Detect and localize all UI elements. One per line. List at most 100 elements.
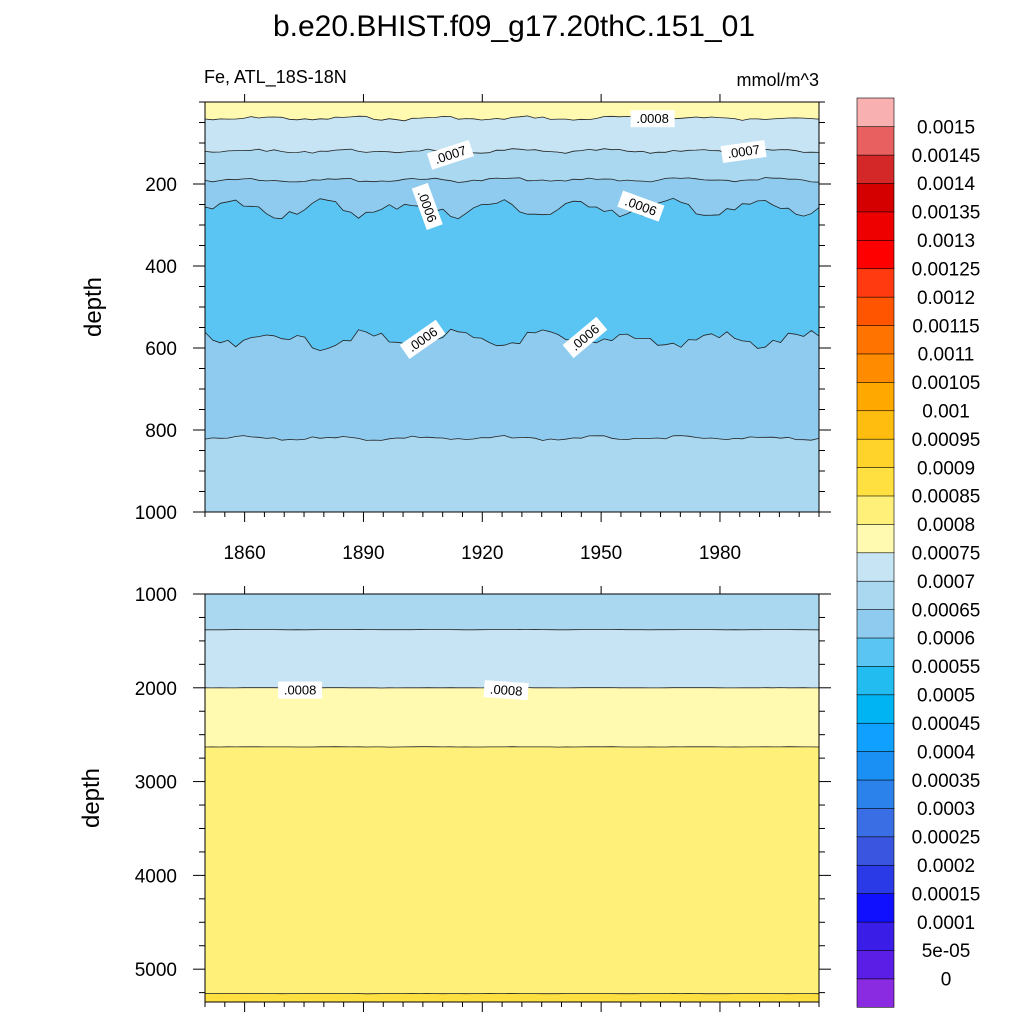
- y-tick-label: 1000: [135, 585, 177, 606]
- chart-title: b.e20.BHIST.f09_g17.20thC.151_01: [273, 10, 755, 43]
- colorbar-box: [856, 410, 895, 440]
- x-tick-label: 1950: [580, 543, 622, 564]
- contour-band: [205, 329, 819, 441]
- colorbar-label: 0.0003: [917, 799, 975, 820]
- colorbar-box: [856, 154, 895, 184]
- colorbar-label: 0.0015: [917, 117, 975, 138]
- colorbar-label: 0.0006: [917, 629, 975, 650]
- contour-label-bg: [278, 681, 323, 699]
- y-tick-label: 600: [145, 339, 177, 360]
- contour-band: [205, 594, 819, 630]
- colorbar-box: [856, 836, 895, 866]
- y-tick-label: 5000: [135, 960, 177, 981]
- contour-label-bg: [630, 110, 675, 128]
- contour-band: [205, 629, 819, 688]
- colorbar-label: 0.00105: [912, 373, 981, 394]
- colorbar-label: 0.0005: [917, 686, 975, 707]
- y-axis-label: depth: [78, 768, 105, 828]
- colorbar-box: [856, 552, 895, 582]
- colorbar-label: 0.0004: [917, 742, 976, 763]
- contour-band: [205, 198, 819, 351]
- contour-band: [205, 177, 819, 219]
- contour-label-bg: [426, 139, 474, 170]
- colorbar-box: [856, 751, 895, 781]
- colorbar-label: 0.00045: [912, 714, 981, 735]
- colorbar-box: [856, 211, 895, 241]
- units-label: mmol/m^3: [737, 70, 819, 90]
- lower-panel: .0008 .0008 1000 2000 3000 4000 5000 depth: [78, 585, 831, 1012]
- contour-line: [205, 435, 819, 441]
- contour-band: [205, 687, 819, 748]
- colorbar-label: 0.00135: [912, 203, 981, 224]
- colorbar-box: [856, 495, 895, 525]
- colorbar-box: [856, 324, 895, 355]
- colorbar-label: 0.0011: [918, 345, 975, 366]
- contour-band: [205, 993, 819, 1002]
- colorbar-box: [856, 438, 895, 468]
- contour-label: .0007: [720, 140, 767, 163]
- contour-label-bg: [617, 190, 665, 222]
- colorbar-box: [856, 609, 895, 639]
- contour-label-bg: [399, 319, 446, 359]
- y-tick-label: 800: [145, 421, 177, 442]
- colorbar-label: 0.00035: [912, 771, 981, 792]
- colorbar-box: [856, 353, 895, 383]
- contour-line: [205, 115, 819, 122]
- x-tick-label: 1860: [223, 543, 265, 564]
- variable-region-label: Fe, ATL_18S-18N: [204, 67, 347, 88]
- upper-contour-fill: [205, 102, 819, 512]
- contour-band: [205, 435, 819, 512]
- contour-label: .0008: [278, 681, 323, 699]
- colorbar-label: 0.00095: [912, 430, 981, 451]
- x-tick-label: 1890: [342, 543, 384, 564]
- y-tick-label: 4000: [135, 866, 177, 887]
- colorbar-label: 0.00125: [912, 259, 981, 280]
- contour-line: [205, 177, 819, 183]
- colorbar-box: [856, 466, 895, 497]
- y-tick-label: 400: [145, 257, 177, 278]
- colorbar-label: 0.0001: [917, 913, 975, 934]
- colorbar-box: [856, 779, 895, 809]
- colorbar-box: [856, 807, 895, 838]
- colorbar-label: 0.0002: [917, 856, 975, 877]
- colorbar-label: 0.0014: [917, 174, 976, 195]
- colorbar-label: 0.00115: [912, 316, 979, 337]
- contour-label-bg: [483, 680, 529, 701]
- colorbar-box: [856, 893, 895, 923]
- contour-label: .0008: [483, 680, 529, 701]
- contour-label-text: .0007: [726, 142, 760, 161]
- colorbar-label: 0.00015: [912, 884, 981, 905]
- colorbar-label: 0.00075: [912, 544, 981, 565]
- contour-label-bg: [562, 316, 608, 359]
- contour-line: [205, 197, 819, 220]
- colorbar-box: [856, 580, 895, 610]
- contour-label: .0008: [630, 110, 675, 128]
- colorbar-box: [856, 694, 895, 724]
- colorbar-box: [856, 182, 895, 213]
- x-tick-label: 1980: [699, 543, 741, 564]
- colorbar-box: [856, 523, 895, 554]
- lower-contour-fill: [205, 594, 819, 1002]
- colorbar-label: 0.0007: [917, 572, 975, 593]
- colorbar-box: [856, 296, 895, 326]
- contour-line: [205, 328, 819, 352]
- x-tick-label: 1920: [461, 543, 503, 564]
- contour-label-bg: [411, 182, 443, 231]
- colorbar-box: [856, 381, 895, 412]
- contour-line: [205, 148, 819, 154]
- colorbar-box: [856, 268, 895, 298]
- colorbar-label: 0.0012: [917, 288, 975, 309]
- contour-band: [205, 746, 819, 994]
- colorbar-label: 0.00085: [912, 487, 981, 508]
- colorbar-label: 0.0008: [917, 515, 975, 536]
- colorbar-label: 0.00145: [912, 146, 981, 167]
- colorbar-box: [856, 949, 895, 980]
- colorbar-box: [856, 665, 895, 696]
- colorbar-box: [856, 239, 895, 270]
- colorbar-box: [856, 126, 895, 156]
- y-tick-label: 1000: [135, 503, 177, 524]
- contour-label-text: .0008: [636, 111, 669, 126]
- colorbar-label: 0.0013: [917, 231, 975, 252]
